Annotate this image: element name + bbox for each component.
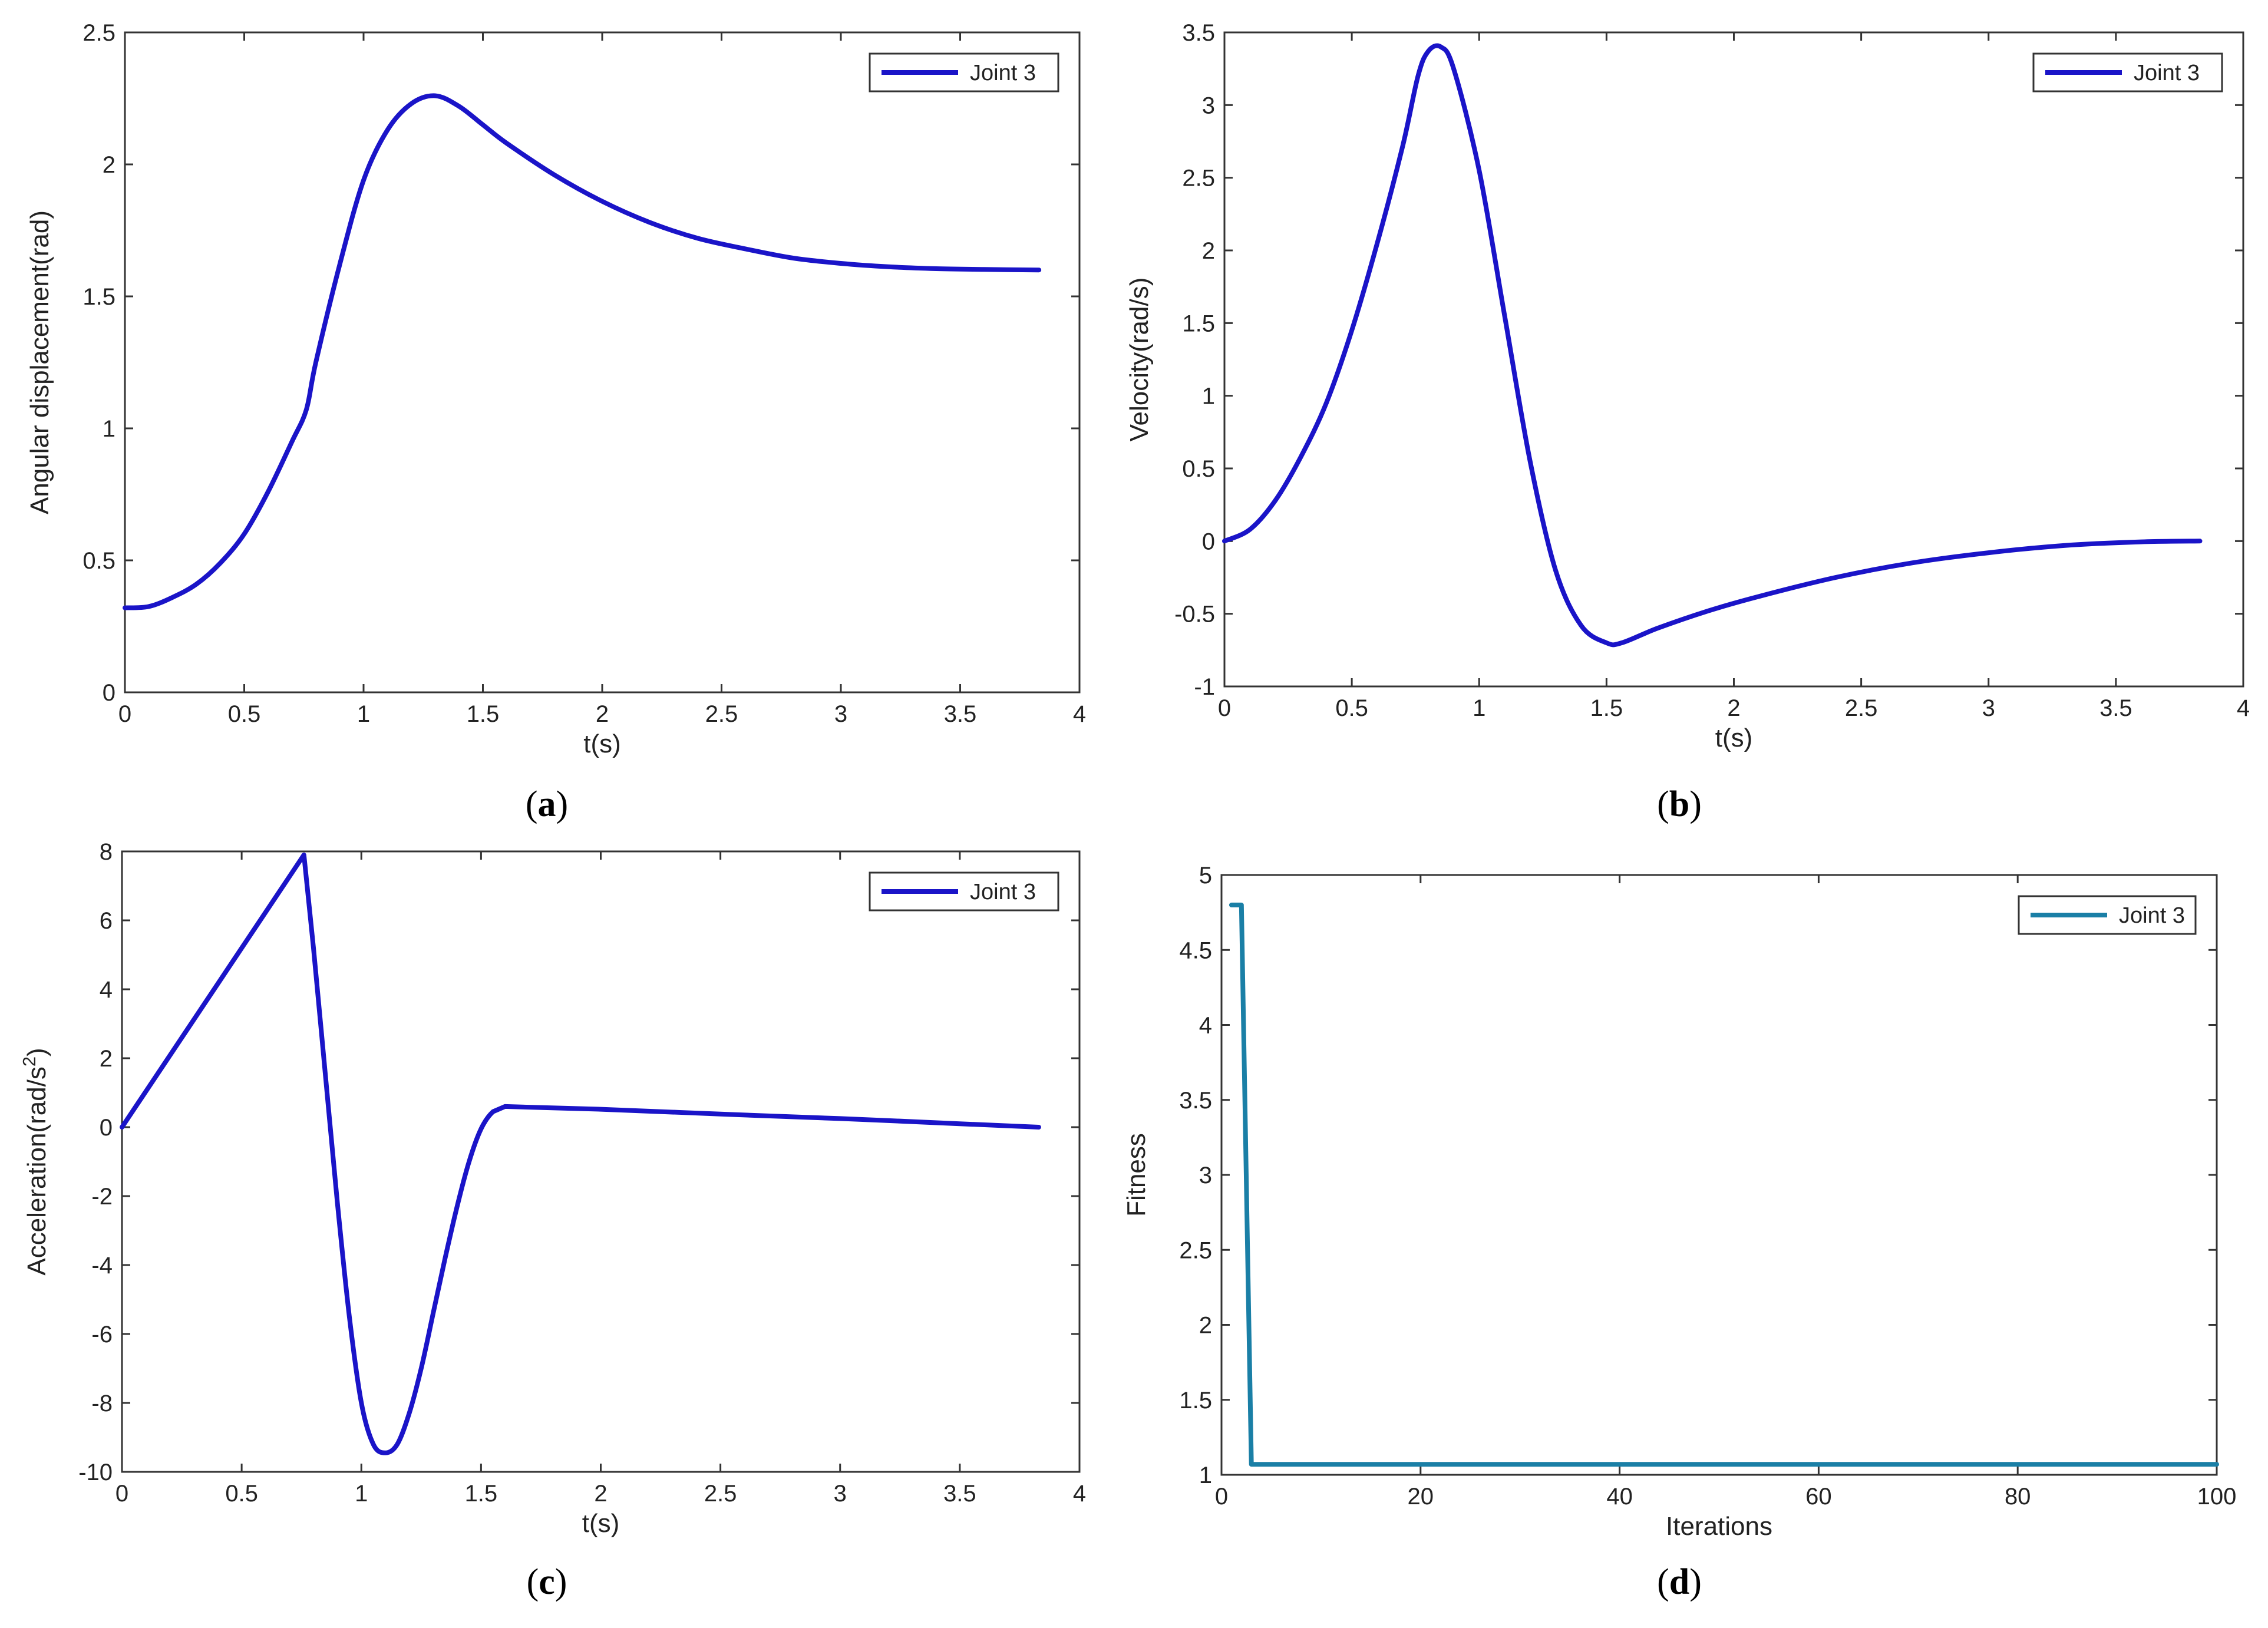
y-tick-label: 3.5 [1179,1088,1212,1114]
y-tick-label: 3 [1199,1163,1212,1188]
x-tick-label: 3.5 [943,1481,976,1507]
y-tick-label: 2 [1199,1313,1212,1339]
y-tick-label: 0 [1202,529,1215,554]
chart-panel-a: 0 0.5 1 1.5 2 2.5 3 3.5 4 0 0.5 1 1.5 2 2.5 t(s) Angular… [25,20,1086,758]
x-tick-label: 20 [1408,1484,1434,1510]
x-tick-label: 2.5 [705,701,738,727]
x-tick-label: 3 [834,1481,847,1507]
y-tick-label: 2.5 [82,20,115,46]
series-line-joint-3 [1222,43,2203,648]
series-line-joint-3 [123,93,1042,610]
legend-label: Joint 3 [970,880,1036,904]
y-tick-label: 2 [103,152,115,178]
chart-panel-c: 0 0.5 1 1.5 2 2.5 3 3.5 4 -10 -8 -6 -4 -2 0 2 4 6 8 t(s) Acc… [19,839,1087,1538]
x-tick-label: 1.5 [467,701,500,727]
x-tick-label: 0 [1218,695,1231,721]
x-tick-label: 4 [1073,701,1086,727]
y-axis-label: Angular displacement(rad) [25,210,54,514]
x-tick-label: 3.5 [2099,695,2132,721]
x-tick-label: 100 [2197,1484,2237,1510]
chart-panel-d: 0 20 40 60 80 100 1 1.5 2 2.5 3 3.5 4 4.5 5 Iterations F… [1122,863,2236,1541]
x-tick-label: 1.5 [1590,695,1623,721]
x-tick-label: 0.5 [1335,695,1368,721]
y-tick-label: 2.5 [1179,1237,1212,1263]
panel-caption-c: (c) [526,1562,567,1602]
y-tick-label: -0.5 [1174,602,1215,628]
y-tick-label: 8 [100,839,113,865]
y-tick-label: 1 [1202,384,1215,410]
y-tick-label: 4 [100,977,113,1003]
x-tick-label: 60 [1805,1484,1832,1510]
y-tick-label: -2 [91,1184,113,1210]
x-tick-label: 2 [1727,695,1740,721]
x-tick-label: 3 [1982,695,1995,721]
legend-label: Joint 3 [2134,61,2200,85]
x-tick-label: 4 [1073,1481,1086,1507]
y-tick-label: 2.5 [1182,166,1215,191]
x-axis-label: Iterations [1666,1512,1772,1541]
x-tick-label: 80 [2005,1484,2031,1510]
x-tick-label: 0 [115,1481,128,1507]
series-line-joint-3 [120,852,1041,1455]
y-tick-label: 0 [100,1115,113,1141]
x-tick-label: 4 [2237,695,2250,721]
y-tick-label: 6 [100,908,113,934]
y-tick-label: 2 [100,1046,113,1072]
panel-caption-b: (b) [1657,784,1702,824]
x-tick-label: 0.5 [225,1481,258,1507]
x-tick-label: 2.5 [1845,695,1878,721]
y-axis-label: Acceleration(rad/s2) [19,1048,52,1275]
y-tick-label: 1.5 [82,284,115,310]
y-tick-label: 5 [1199,863,1212,889]
axes-box [1220,874,2218,1476]
x-axis-label: t(s) [583,729,621,758]
x-tick-label: 1.5 [465,1481,498,1507]
y-tick-label: -6 [91,1322,113,1348]
chart-panel-b: 0 0.5 1 1.5 2 2.5 3 3.5 4 -1 -0.5 0 0.5 1 1.5 2 2.5 3 3.5 t… [1125,20,2250,752]
axes-box [121,850,1081,1473]
x-tick-label: 2 [596,701,609,727]
x-tick-label: 3 [834,701,847,727]
x-tick-label: 1 [1473,695,1485,721]
y-tick-label: 1 [1199,1462,1212,1488]
y-tick-label: 4.5 [1179,937,1212,963]
legend-label: Joint 3 [2119,903,2185,928]
x-tick-label: 3.5 [944,701,977,727]
x-axis-label: t(s) [1715,724,1753,752]
y-axis-label: Fitness [1122,1133,1151,1217]
y-tick-label: 0 [103,680,115,706]
y-tick-label: -1 [1194,674,1215,700]
y-axis-label: Velocity(rad/s) [1125,278,1154,442]
panel-caption-d: (d) [1657,1562,1702,1602]
x-tick-label: 1 [357,701,370,727]
legend-label: Joint 3 [970,61,1036,85]
x-tick-label: 0 [118,701,131,727]
axes-box [124,31,1081,694]
y-tick-label: 0.5 [82,548,115,574]
x-tick-label: 40 [1606,1484,1633,1510]
panel-caption-a: (a) [525,784,569,824]
axes-box [1223,31,2244,688]
y-tick-label: 2 [1202,238,1215,264]
x-tick-label: 0.5 [228,701,261,727]
y-tick-label: 1.5 [1179,1388,1212,1414]
x-axis-label: t(s) [582,1509,620,1538]
y-tick-label: 4 [1199,1013,1212,1039]
y-tick-label: -8 [91,1391,113,1416]
x-tick-label: 2 [594,1481,607,1507]
y-tick-label: 0.5 [1182,456,1215,482]
x-tick-label: 0 [1215,1484,1228,1510]
y-tick-label: -10 [78,1459,113,1485]
series-line-joint-3 [1229,902,2219,1467]
y-tick-label: 3 [1202,93,1215,118]
x-tick-label: 2.5 [704,1481,737,1507]
x-tick-label: 1 [355,1481,368,1507]
y-tick-label: -4 [91,1253,113,1279]
y-tick-label: 1.5 [1182,311,1215,336]
y-tick-label: 1 [103,416,115,442]
y-tick-label: 3.5 [1182,20,1215,46]
